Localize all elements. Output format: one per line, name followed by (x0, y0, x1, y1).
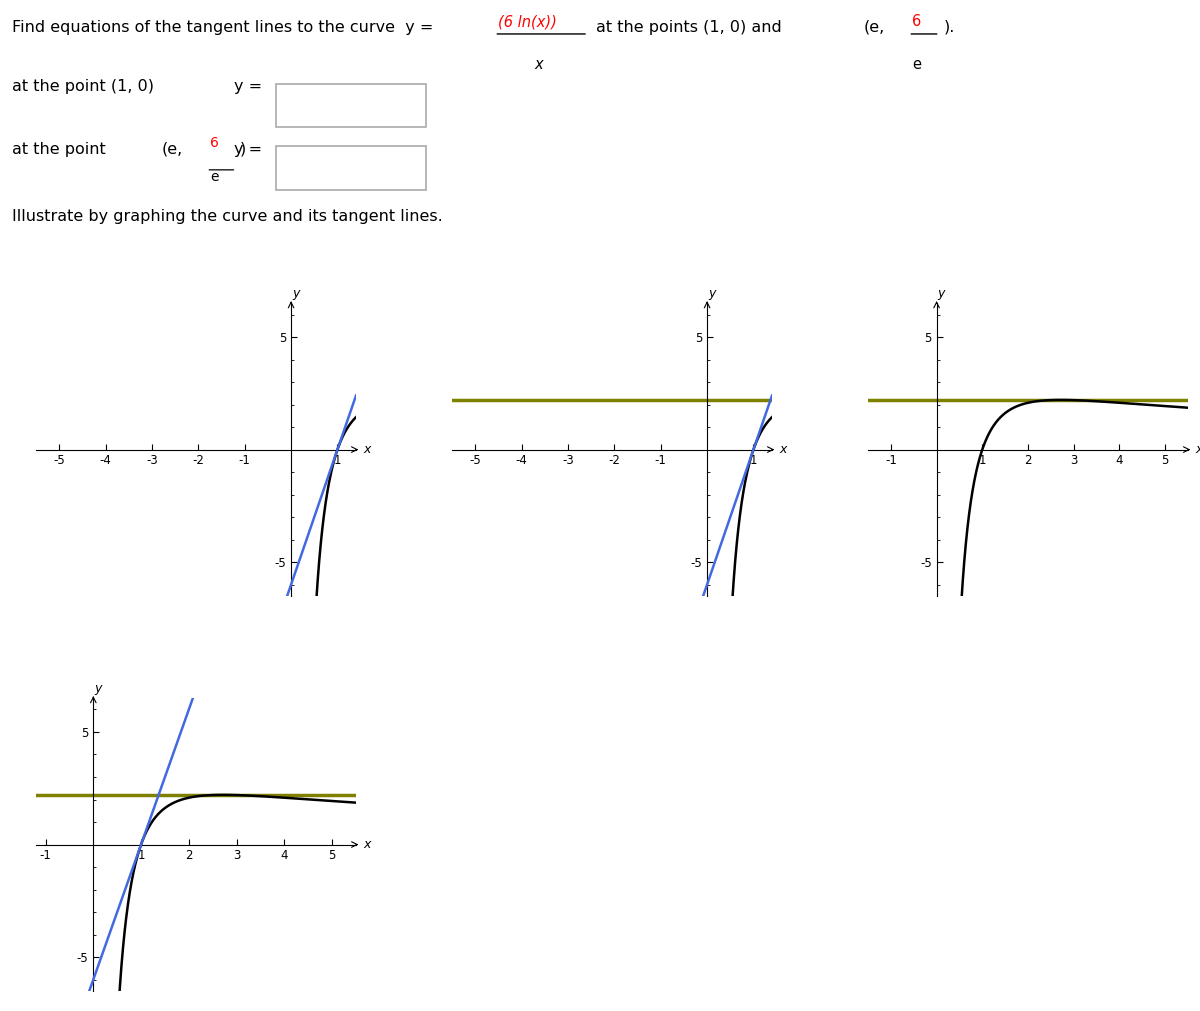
Text: y: y (708, 287, 715, 300)
FancyBboxPatch shape (276, 146, 426, 190)
Text: (e,: (e, (864, 20, 886, 34)
Text: Illustrate by graphing the curve and its tangent lines.: Illustrate by graphing the curve and its… (12, 209, 443, 224)
Text: y: y (95, 681, 102, 695)
Text: Find equations of the tangent lines to the curve  y =: Find equations of the tangent lines to t… (12, 20, 433, 34)
Text: e: e (210, 170, 218, 184)
Text: at the point (1, 0): at the point (1, 0) (12, 79, 154, 94)
Text: y =: y = (234, 79, 262, 94)
Text: y: y (937, 287, 944, 300)
Text: x: x (364, 838, 371, 851)
Text: x: x (779, 443, 786, 456)
Text: (6 ln(x)): (6 ln(x)) (498, 14, 557, 29)
Text: x: x (534, 57, 542, 72)
Text: y: y (292, 287, 299, 300)
Text: 6: 6 (912, 14, 922, 29)
Text: x: x (362, 443, 371, 456)
Text: ): ) (240, 142, 246, 157)
Text: at the points (1, 0) and: at the points (1, 0) and (596, 20, 782, 34)
Text: x: x (1195, 443, 1200, 456)
Text: 6: 6 (210, 135, 218, 150)
Text: y =: y = (234, 142, 262, 157)
Text: at the point: at the point (12, 142, 106, 157)
Text: ).: ). (943, 20, 954, 34)
Text: e: e (912, 57, 922, 72)
FancyBboxPatch shape (276, 84, 426, 127)
Text: (e,: (e, (162, 142, 184, 157)
